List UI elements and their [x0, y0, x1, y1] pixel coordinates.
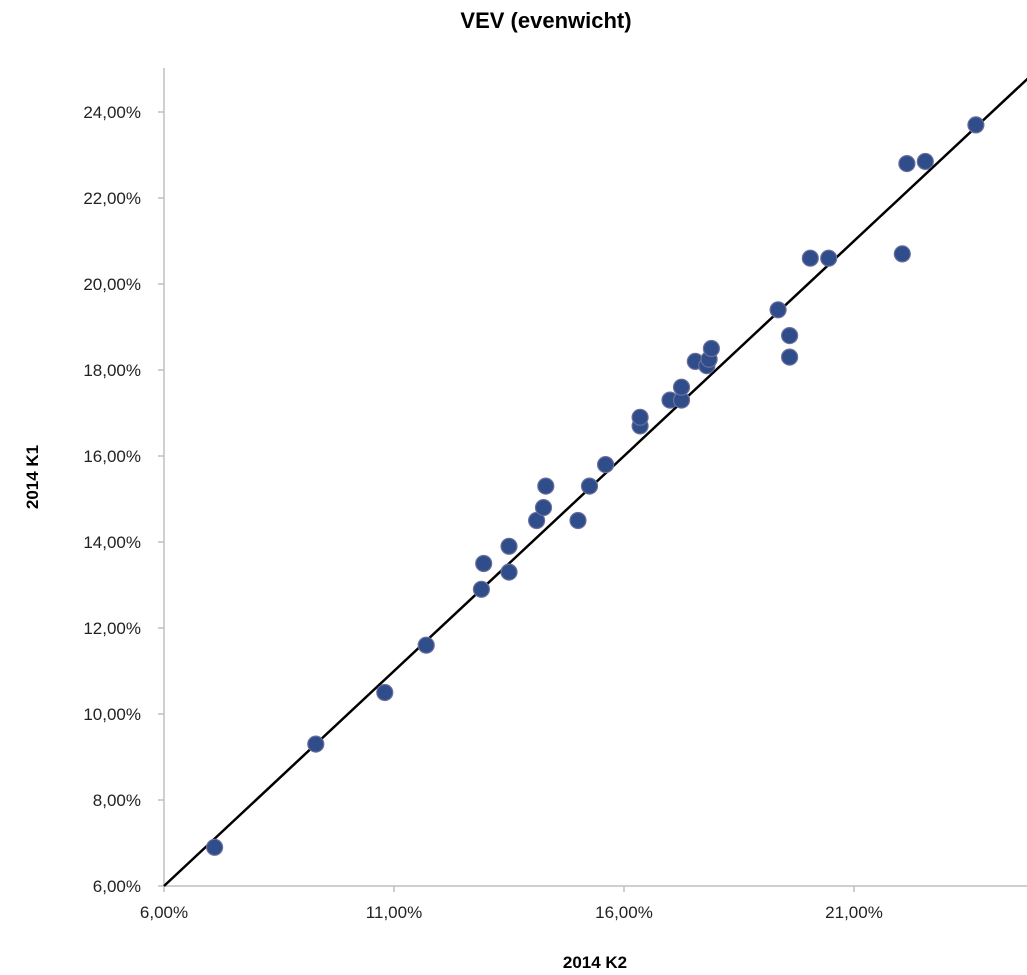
data-point — [580, 477, 599, 495]
data-point — [417, 636, 435, 654]
identity-reference-line — [163, 77, 1027, 887]
data-point — [631, 408, 649, 426]
data-point — [376, 683, 394, 702]
x-tick-label: 6,00% — [140, 903, 188, 922]
chart-title: VEV (evenwicht) — [460, 8, 631, 33]
data-point — [206, 838, 224, 856]
x-axis-title: 2014 K2 — [563, 953, 627, 972]
data-point — [780, 348, 799, 366]
data-points — [206, 116, 985, 856]
data-point — [898, 155, 916, 173]
x-tick-label: 21,00% — [825, 903, 883, 922]
y-tick-label: 16,00% — [83, 447, 141, 466]
data-point — [769, 301, 787, 319]
data-point — [780, 327, 799, 345]
x-tick-label: 11,00% — [366, 903, 422, 922]
data-point — [534, 499, 553, 517]
data-point — [475, 554, 493, 573]
x-tick-label: 16,00% — [595, 903, 653, 922]
data-point — [967, 116, 985, 134]
y-axis-title: 2014 K1 — [23, 445, 42, 509]
y-tick-label: 14,00% — [83, 533, 141, 552]
data-point — [672, 378, 691, 396]
x-tick-labels: 6,00% 11,00% 16,00% 21,00% — [140, 886, 883, 922]
data-point — [916, 152, 934, 171]
data-point — [801, 249, 819, 267]
y-tick-label: 18,00% — [83, 361, 141, 380]
data-point — [500, 537, 518, 555]
data-point — [596, 456, 615, 474]
y-tick-label: 6,00% — [93, 877, 141, 896]
y-tick-label: 10,00% — [83, 705, 141, 724]
data-point — [472, 580, 490, 598]
y-tick-label: 8,00% — [93, 791, 141, 810]
data-point — [820, 249, 838, 267]
y-tick-label: 12,00% — [83, 619, 141, 638]
y-tick-label: 22,00% — [83, 189, 141, 208]
y-tick-labels: 6,00% 8,00% 10,00% 12,00% 14,00% 16,00% 18,00%… — [83, 103, 164, 896]
data-point — [893, 245, 911, 263]
y-tick-label: 20,00% — [83, 275, 141, 294]
data-point — [569, 511, 587, 530]
data-point — [702, 339, 721, 358]
data-point — [307, 735, 325, 753]
data-point — [500, 563, 518, 581]
data-point — [537, 477, 555, 495]
y-tick-label: 24,00% — [83, 103, 141, 122]
